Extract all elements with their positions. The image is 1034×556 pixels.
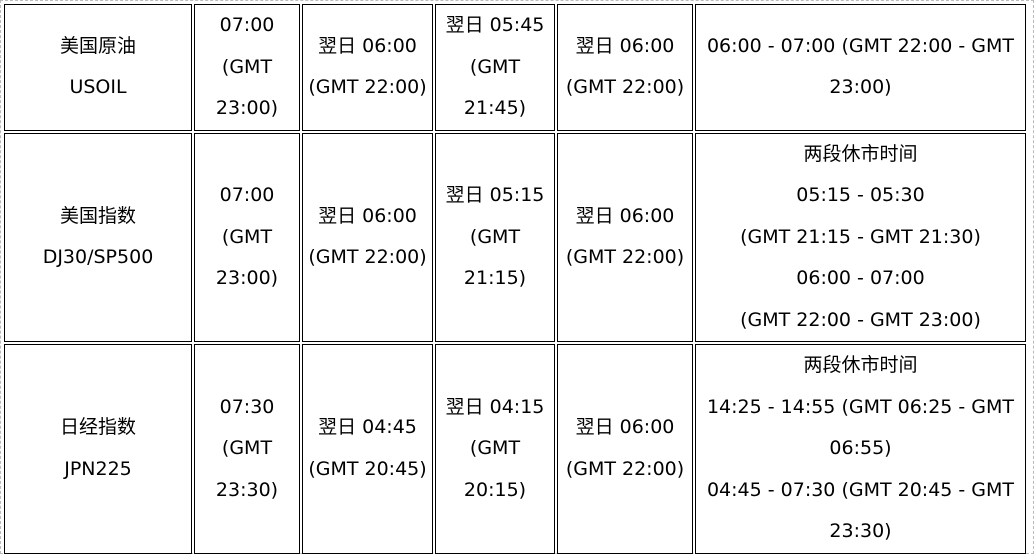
last-trade-time-cell: 翌日 04:15 (GMT 20:15) (435, 344, 555, 554)
cell-text: 07:30 (219, 395, 275, 418)
cell-text: 06:00 - 07:00 (796, 267, 925, 289)
cell-text: 04:45 - 07:30 (GMT 20:45 - GMT (706, 478, 1015, 501)
cell-text: 翌日 06:00 (318, 204, 417, 227)
cell-text: 07:00 (219, 14, 275, 36)
cell-text: (GMT 21:15 - GMT 21:30) (740, 225, 981, 248)
instrument-cell: 美国原油 USOIL (4, 4, 192, 131)
close-time-cell: 翌日 04:45 (GMT 20:45) (302, 344, 433, 554)
open-time-cell: 07:30 (GMT 23:30) (194, 344, 300, 554)
cell-text: 20:15) (463, 478, 527, 501)
cell-text: 06:55) (829, 437, 892, 459)
instrument-cell: 日经指数 JPN225 (4, 344, 192, 554)
instrument-cell: 美国指数 DJ30/SP500 (4, 132, 192, 342)
cell-text: (GMT 22:00) (308, 246, 427, 269)
table-row: 日经指数 JPN225 07:30 (GMT 23:30) 翌日 04:45 (GMT 20… (4, 344, 1026, 554)
cell-text: 翌日 05:15 (445, 184, 545, 206)
cell-text: 两段休市时间 (803, 354, 918, 376)
cell-text: 翌日 04:45 (318, 416, 417, 439)
cell-text: 06:00 - 07:00 (GMT 22:00 - GMT (706, 34, 1015, 57)
cell-text: 23:00) (215, 267, 279, 289)
cell-text: 05:15 - 05:30 (796, 184, 925, 206)
cell-text: 美国指数 (59, 204, 136, 227)
cell-text: DJ30/SP500 (42, 246, 154, 269)
cell-text: (GMT 22:00) (308, 76, 427, 99)
cell-text: USOIL (69, 76, 127, 99)
break-time-cell: 06:00 - 07:00 (GMT 22:00 - GMT 23:00) (695, 4, 1026, 131)
settlement-time-cell: 翌日 06:00 (GMT 22:00) (557, 344, 693, 554)
cell-text: 翌日 06:00 (318, 34, 417, 57)
cell-text: 23:30) (829, 520, 892, 542)
cell-text: 美国原油 (59, 34, 136, 57)
cell-text: (GMT 22:00) (565, 246, 685, 269)
table-row: 美国指数 DJ30/SP500 07:00 (GMT 23:00) 翌日 06:00 (GM… (4, 132, 1026, 342)
close-time-cell: 翌日 06:00 (GMT 22:00) (302, 132, 433, 342)
cell-text: (GMT 22:00) (565, 457, 685, 480)
cell-text: 23:00) (829, 76, 892, 99)
last-trade-time-cell: 翌日 05:45 (GMT 21:45) (435, 4, 555, 131)
cell-text: (GMT (469, 437, 521, 459)
cell-text: (GMT (469, 225, 521, 248)
last-trade-time-cell: 翌日 05:15 (GMT 21:15) (435, 132, 555, 342)
break-time-cell: 两段休市时间 14:25 - 14:55 (GMT 06:25 - GMT 06:5… (695, 344, 1026, 554)
cell-text: (GMT 20:45) (308, 457, 427, 480)
cell-text: 07:00 (219, 184, 275, 206)
break-time-cell: 两段休市时间 05:15 - 05:30 (GMT 21:15 - GMT 21:3… (695, 132, 1026, 342)
settlement-time-cell: 翌日 06:00 (GMT 22:00) (557, 4, 693, 131)
cell-text: JPN225 (64, 457, 132, 480)
cell-text: 14:25 - 14:55 (GMT 06:25 - GMT (706, 395, 1015, 418)
cell-text: 翌日 06:00 (575, 34, 675, 57)
close-time-cell: 翌日 06:00 (GMT 22:00) (302, 4, 433, 131)
open-time-cell: 07:00 (GMT 23:00) (194, 4, 300, 131)
cell-text: 日经指数 (59, 416, 136, 439)
cell-text: 两段休市时间 (803, 142, 918, 165)
cell-text: (GMT 22:00) (565, 76, 685, 99)
cell-text: (GMT 22:00 - GMT 23:00) (740, 308, 981, 331)
table-row: 美国原油 USOIL 07:00 (GMT 23:00) 翌日 06:00 (GMT 22:… (4, 4, 1026, 131)
cell-text: 翌日 06:00 (575, 416, 675, 439)
cell-text: (GMT (469, 55, 521, 78)
open-time-cell: 07:00 (GMT 23:00) (194, 132, 300, 342)
cell-text: (GMT (221, 55, 273, 78)
cell-text: 翌日 05:45 (445, 14, 545, 36)
cell-text: 23:00) (215, 97, 279, 119)
cell-text: (GMT (221, 437, 273, 459)
cell-text: 23:30) (215, 478, 279, 501)
cell-text: 翌日 06:00 (575, 204, 675, 227)
cell-text: (GMT (221, 225, 273, 248)
settlement-time-cell: 翌日 06:00 (GMT 22:00) (557, 132, 693, 342)
cell-text: 21:15) (463, 267, 527, 289)
cell-text: 21:45) (463, 97, 527, 119)
cell-text: 翌日 04:15 (445, 395, 545, 418)
